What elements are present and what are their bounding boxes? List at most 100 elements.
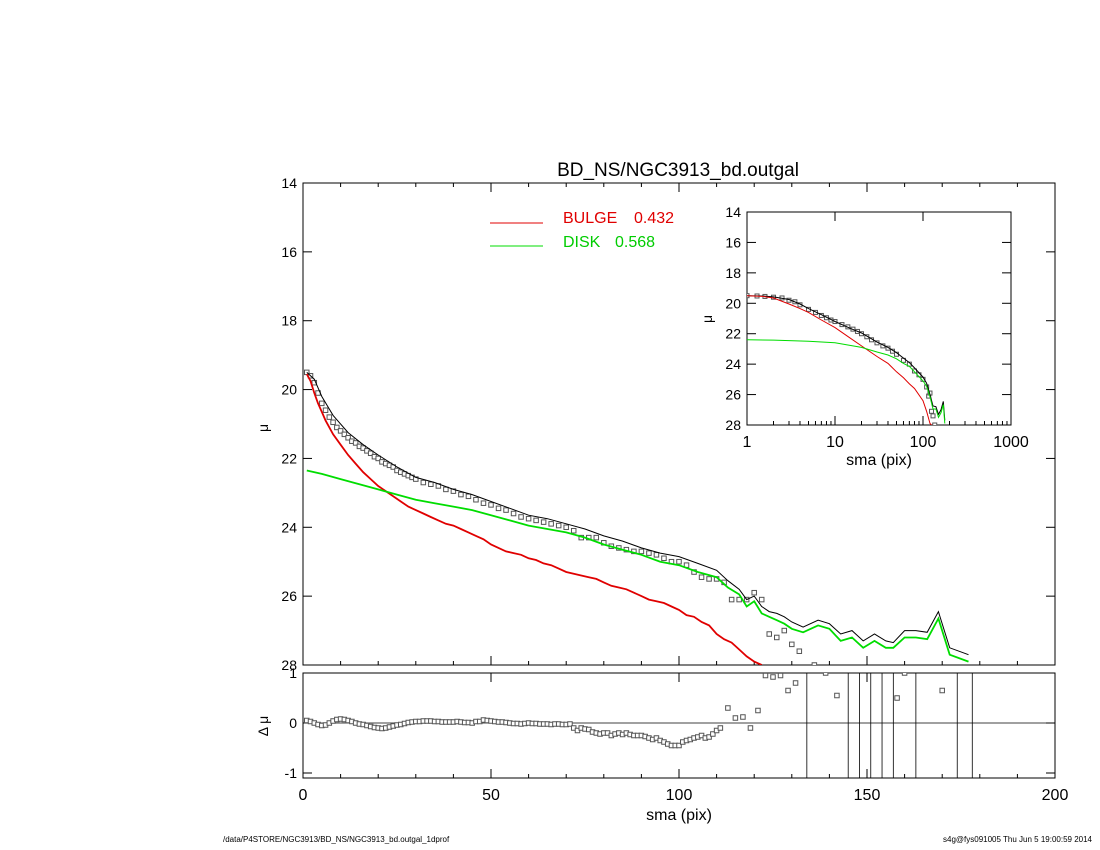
xtick-label: 100	[910, 434, 937, 451]
xtick-label: 1000	[993, 434, 1029, 451]
data-point-data	[555, 522, 562, 529]
data-point-data	[758, 596, 765, 603]
ytick-label: 0	[289, 715, 297, 731]
data-point-data	[563, 524, 569, 531]
data-point-data	[367, 450, 374, 457]
data-point-data	[326, 414, 333, 420]
data-point-data	[428, 481, 434, 487]
data-point-data	[766, 631, 772, 637]
data-point-data	[322, 407, 329, 413]
data-point-data	[480, 500, 487, 506]
data-point-data	[939, 687, 945, 694]
legend-bulge-value: 0.432	[634, 210, 674, 227]
data-point-data	[706, 576, 712, 582]
data-point-data	[785, 687, 791, 694]
series-line-disk	[306, 469, 969, 663]
data-point-data	[330, 419, 336, 426]
ytick-label: 14	[725, 204, 741, 220]
data-point-data	[443, 486, 449, 493]
ytick-label: 16	[725, 234, 741, 250]
xtick-label: 200	[1042, 787, 1069, 804]
inset-axis-ticks: 14 16 18 20 22 24 26 281 10 100 1000	[725, 204, 1028, 451]
data-point-data	[929, 408, 935, 414]
ytick-label: 18	[725, 265, 741, 281]
data-point-data	[796, 648, 803, 654]
series-line-total	[306, 372, 969, 656]
inset-xlabel: sma (pix)	[846, 452, 912, 469]
main-ylabel: μ	[255, 424, 271, 432]
xtick-label: 10	[826, 434, 844, 451]
xtick-label: 100	[666, 787, 693, 804]
ytick-label: 28	[281, 657, 297, 673]
data-point-data	[593, 534, 600, 541]
data-point-data	[834, 692, 840, 699]
residual-xlabel: sma (pix)	[646, 807, 712, 824]
data-point-data	[710, 731, 716, 737]
data-point-data	[728, 596, 735, 603]
legend-disk-name: DISK	[563, 234, 601, 251]
data-point-data	[653, 552, 660, 558]
data-point-data	[725, 705, 731, 711]
data-point-data	[661, 555, 667, 562]
data-point-data	[706, 734, 712, 740]
data-point-data	[488, 502, 494, 508]
data-point-data	[747, 725, 754, 731]
data-point-data	[698, 574, 705, 580]
inset-series-group	[747, 293, 946, 425]
residual-ylabel: Δ μ	[255, 716, 271, 737]
legend-disk-value: 0.568	[615, 234, 655, 251]
main-legend: BULGE 0.432 DISK 0.568	[490, 210, 674, 251]
data-point-data	[894, 695, 900, 701]
data-point-data	[458, 491, 464, 498]
data-point-data	[337, 428, 344, 434]
ytick-label: 24	[725, 356, 741, 372]
data-point-data	[570, 527, 577, 534]
data-point-data	[911, 368, 917, 374]
data-point-data	[751, 589, 757, 596]
data-point-data	[548, 521, 554, 527]
inset-bg	[747, 212, 1011, 425]
data-point-data	[755, 707, 761, 714]
data-point-data	[740, 714, 746, 720]
data-point-data	[822, 673, 829, 676]
footer-path: /data/P4STORE/NGC3913/BD_NS/NGC3913_bd.o…	[223, 835, 450, 844]
data-point-data	[792, 680, 799, 686]
data-point-data	[676, 742, 682, 749]
ytick-label: 18	[281, 313, 297, 329]
data-point-data	[465, 493, 472, 500]
data-point-data	[732, 715, 739, 721]
ytick-label: 20	[281, 382, 297, 398]
data-point-data	[319, 400, 325, 407]
data-point-data	[762, 673, 769, 679]
data-point-data	[811, 662, 818, 665]
ytick-label: 16	[281, 244, 297, 260]
series-line-disk	[747, 339, 946, 424]
data-point-data	[638, 548, 645, 555]
main-title: BD_NS/NGC3913_bd.outgal	[557, 160, 799, 181]
inset-plot-frame	[746, 211, 1012, 426]
data-point-data	[777, 673, 784, 679]
series-line-bulge	[306, 373, 763, 665]
footer-stamp: s4g@fys091005 Thu Jun 5 19:00:59 2014	[943, 835, 1092, 844]
data-point-data	[930, 413, 936, 419]
data-point-data	[334, 424, 340, 431]
ytick-label: 22	[725, 326, 741, 342]
data-point-data	[510, 510, 517, 517]
inset-ylabel: μ	[699, 315, 715, 323]
data-point-data	[311, 379, 318, 386]
main-axis-ticks: 14 16 18 20 22 24 26 28	[281, 175, 1056, 673]
data-point-data	[540, 519, 547, 525]
data-point-data	[774, 634, 780, 641]
data-point-data	[901, 673, 908, 676]
data-point-data	[375, 455, 381, 462]
data-point-data	[525, 515, 532, 522]
data-point-data	[717, 725, 724, 731]
data-point-data	[770, 674, 776, 680]
ytick-label: 24	[281, 519, 297, 535]
data-point-data	[567, 721, 573, 727]
main-panel: BD_NS/NGC3913_bd.outgal 14 16 18 20 22 24 26 28…	[255, 160, 1056, 673]
xtick-label: 0	[299, 787, 308, 804]
